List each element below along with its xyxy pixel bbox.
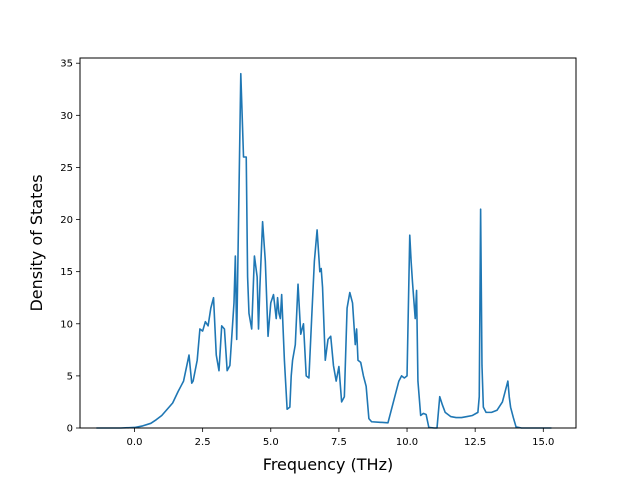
x-tick-label: 12.5 — [464, 437, 486, 448]
y-tick-label: 5 — [67, 371, 73, 382]
x-tick-label: 2.5 — [195, 437, 211, 448]
x-tick-label: 7.5 — [331, 437, 347, 448]
y-tick-label: 35 — [60, 59, 73, 70]
y-axis-label: Density of States — [27, 174, 46, 311]
axes-frame — [79, 57, 577, 429]
y-tick-label: 10 — [60, 319, 73, 330]
x-axis-ticks: 0.0 2.5 5.0 7.5 10.0 12.5 15.0 — [127, 428, 554, 448]
x-axis-label: Frequency (THz) — [263, 455, 393, 474]
y-tick-label: 25 — [60, 163, 73, 174]
x-tick-label: 10.0 — [396, 437, 418, 448]
y-tick-label: 20 — [60, 215, 73, 226]
y-tick-label: 30 — [60, 111, 73, 122]
x-tick-label: 5.0 — [263, 437, 279, 448]
x-tick-label: 15.0 — [532, 437, 554, 448]
y-tick-label: 15 — [60, 267, 73, 278]
plot-area — [96, 72, 552, 429]
y-axis-ticks: 0 5 10 15 20 25 30 35 — [60, 59, 80, 435]
dos-line-series — [96, 72, 552, 429]
x-tick-label: 0.0 — [127, 437, 143, 448]
y-tick-label: 0 — [67, 424, 73, 435]
